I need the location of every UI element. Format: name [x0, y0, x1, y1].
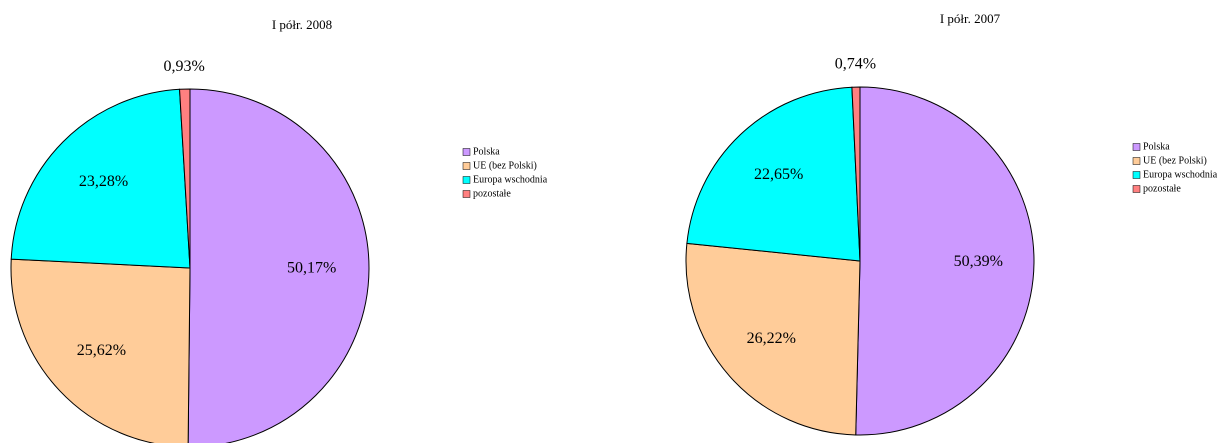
value-label: 0,74% — [835, 56, 876, 73]
pie-slice — [851, 86, 861, 262]
value-label: 0,93% — [163, 58, 204, 75]
pie-slice — [179, 88, 191, 269]
value-label: 50,39% — [954, 253, 1003, 270]
pie-slice — [10, 258, 191, 443]
chart-title: I półr. 2007 — [940, 11, 1001, 26]
legend-label: Polska — [1143, 141, 1170, 152]
pie-slice — [187, 88, 370, 443]
legend-label: Europa wschodnia — [1143, 169, 1218, 180]
legend-label: pozostałe — [473, 188, 511, 199]
value-label: 26,22% — [747, 330, 796, 347]
legend-label: UE (bez Polski) — [473, 160, 537, 171]
value-label: 25,62% — [77, 342, 126, 359]
legend-label: pozostałe — [1143, 183, 1181, 194]
pie-slice — [10, 88, 191, 269]
legend-label: Polska — [473, 146, 500, 157]
legend-swatch — [462, 148, 471, 156]
legend-swatch — [1132, 157, 1141, 165]
legend-swatch — [1132, 185, 1141, 193]
legend-swatch — [1132, 143, 1141, 151]
pie-slice — [685, 242, 861, 436]
value-label: 23,28% — [79, 173, 128, 190]
legend-swatch — [462, 176, 471, 184]
pie-slice — [855, 86, 1035, 436]
value-label: 50,17% — [287, 259, 336, 276]
legend-swatch — [1132, 171, 1141, 179]
legend-label: Europa wschodnia — [473, 174, 548, 185]
legend-swatch — [462, 190, 471, 198]
pie-slice — [686, 86, 861, 262]
legend-swatch — [462, 162, 471, 170]
legend-label: UE (bez Polski) — [1143, 155, 1207, 166]
value-label: 22,65% — [754, 166, 803, 183]
chart-title: I półr. 2008 — [272, 17, 332, 32]
